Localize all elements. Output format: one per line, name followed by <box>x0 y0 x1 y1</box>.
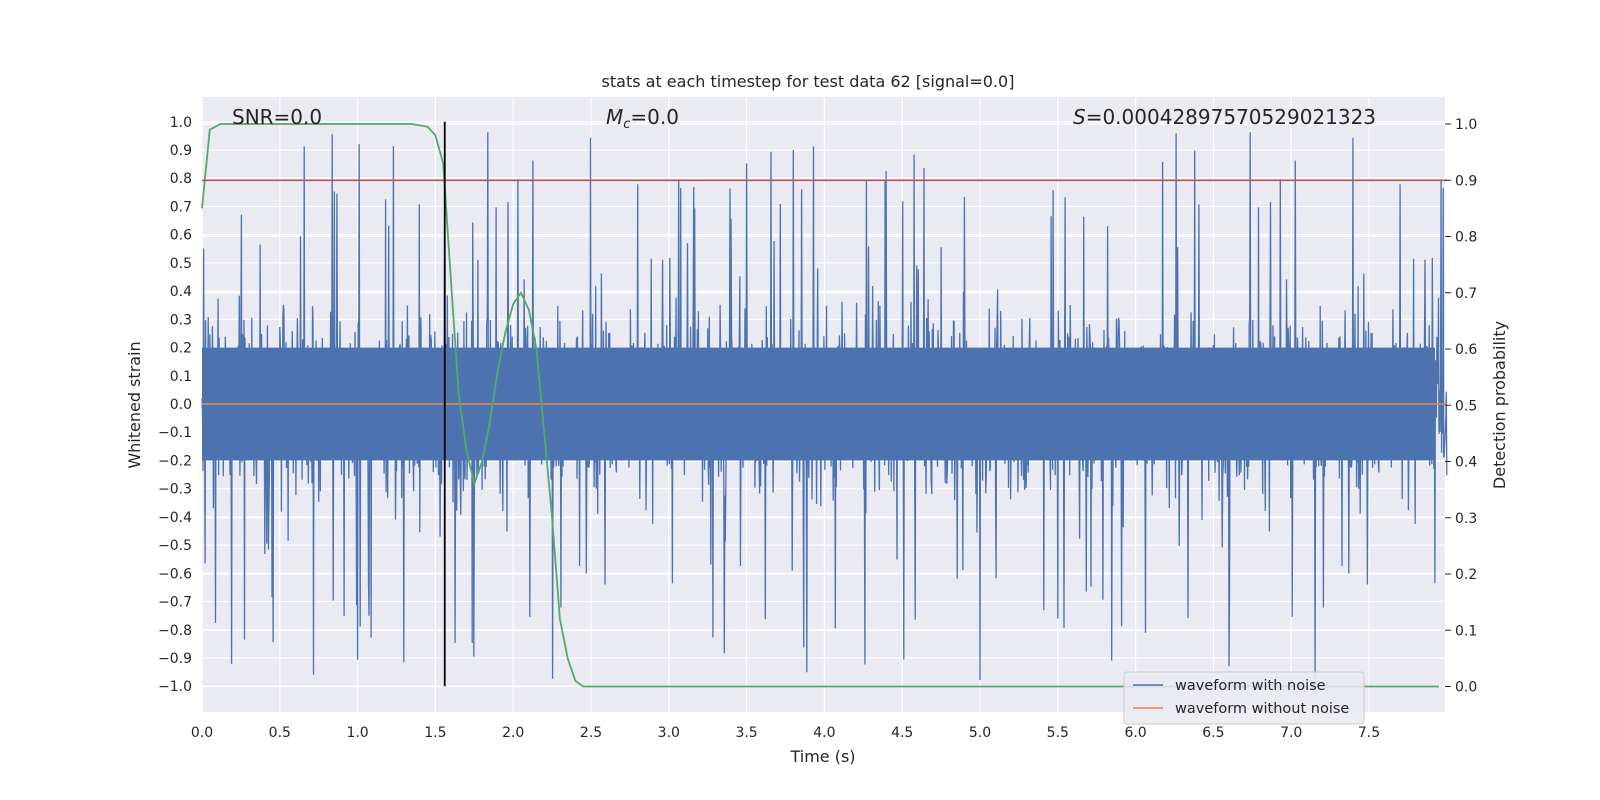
x-axis-label: Time (s) <box>789 747 855 766</box>
x-tick-label: 6.5 <box>1202 725 1224 741</box>
annotation-mc-value: =0.0 <box>630 105 679 129</box>
legend-box <box>1123 671 1365 725</box>
legend-label-with-noise: waveform with noise <box>1175 678 1326 694</box>
x-tick-label: 0.5 <box>269 725 291 741</box>
y-tick-label: −0.9 <box>158 651 192 667</box>
y-tick-label: 0.4 <box>170 284 192 300</box>
x-tick-label: 7.0 <box>1280 725 1302 741</box>
annotation-mc-base: M <box>606 105 623 129</box>
y-tick-label: −0.7 <box>158 595 192 611</box>
y-right-tick-label: 0.8 <box>1455 230 1477 246</box>
y-right-axis-ticks: 1.0 0.9 0.8 0.7 0.6 0.5 0.4 0.3 0.2 0.1 0.0 <box>1445 117 1477 696</box>
annotation-s: S=0.00042897570529021323 <box>1073 105 1376 129</box>
annotation-snr: SNR=0.0 <box>232 105 322 129</box>
x-tick-label: 3.0 <box>658 725 680 741</box>
y-tick-label: 0.0 <box>170 397 192 413</box>
x-tick-label: 5.0 <box>969 725 991 741</box>
legend-label-without-noise: waveform without noise <box>1175 701 1349 717</box>
annotation-s-base: S <box>1073 105 1086 129</box>
y-right-axis-label: Detection probability <box>1490 321 1509 489</box>
annotation-mc-sub: c <box>623 117 630 132</box>
series-lines <box>201 121 1447 688</box>
x-axis-ticks: 0.0 0.5 1.0 1.5 2.0 2.5 3.0 3.5 4.0 4.5 5.0 5.5 6.0 6… <box>191 725 1380 741</box>
y-right-tick-label: 0.9 <box>1455 173 1477 189</box>
x-tick-label: 0.0 <box>191 725 213 741</box>
y-tick-label: −0.1 <box>158 425 192 441</box>
y-tick-label: −0.8 <box>158 623 192 639</box>
annotations: SNR=0.0 Mc=0.0 S=0.00042897570529021323 <box>232 105 1376 132</box>
y-tick-label: 0.1 <box>170 369 192 385</box>
x-tick-label: 1.0 <box>346 725 368 741</box>
legend[interactable]: waveform with noise waveform without noi… <box>1123 671 1365 725</box>
y-axis-ticks: 1.0 0.9 0.8 0.7 0.6 0.5 0.4 0.3 0.2 0.1 0.0 −0.1 −0.… <box>158 115 192 695</box>
annotation-s-value: =0.00042897570529021323 <box>1086 105 1376 129</box>
series-detection-probability <box>201 123 1439 688</box>
y-right-tick-label: 0.2 <box>1455 567 1477 583</box>
y-tick-label: 0.2 <box>170 341 192 357</box>
x-tick-label: 3.5 <box>735 725 757 741</box>
y-tick-label: −1.0 <box>158 679 192 695</box>
x-tick-label: 1.5 <box>424 725 446 741</box>
y-tick-label: 0.6 <box>170 228 192 244</box>
y-tick-label: −0.6 <box>158 566 192 582</box>
y-right-tick-label: 0.1 <box>1455 623 1477 639</box>
y-right-tick-label: 1.0 <box>1455 117 1477 133</box>
chart-title: stats at each timestep for test data 62 … <box>602 72 1015 91</box>
annotation-chirp-mass: Mc=0.0 <box>606 105 679 132</box>
x-tick-label: 7.5 <box>1358 725 1380 741</box>
y-right-tick-label: 0.3 <box>1455 511 1477 527</box>
y-axis-label: Whitened strain <box>125 341 144 468</box>
x-tick-label: 2.0 <box>502 725 524 741</box>
y-tick-label: −0.4 <box>158 510 192 526</box>
x-tick-label: 2.5 <box>580 725 602 741</box>
y-tick-label: −0.5 <box>158 538 192 554</box>
y-tick-label: 0.5 <box>170 256 192 272</box>
y-tick-label: −0.3 <box>158 482 192 498</box>
y-tick-label: −0.2 <box>158 453 192 469</box>
y-right-tick-label: 0.7 <box>1455 286 1477 302</box>
x-tick-label: 4.0 <box>813 725 835 741</box>
y-right-tick-label: 0.4 <box>1455 455 1477 471</box>
y-right-tick-label: 0.6 <box>1455 342 1477 358</box>
y-tick-label: 0.9 <box>170 143 192 159</box>
y-tick-label: 0.8 <box>170 171 192 187</box>
x-tick-label: 4.5 <box>891 725 913 741</box>
y-tick-label: 1.0 <box>170 115 192 131</box>
y-right-tick-label: 0.0 <box>1455 680 1477 696</box>
y-tick-label: 0.7 <box>170 199 192 215</box>
x-tick-label: 5.5 <box>1047 725 1069 741</box>
y-tick-label: 0.3 <box>170 312 192 328</box>
y-right-tick-label: 0.5 <box>1455 398 1477 414</box>
x-tick-label: 6.0 <box>1124 725 1146 741</box>
